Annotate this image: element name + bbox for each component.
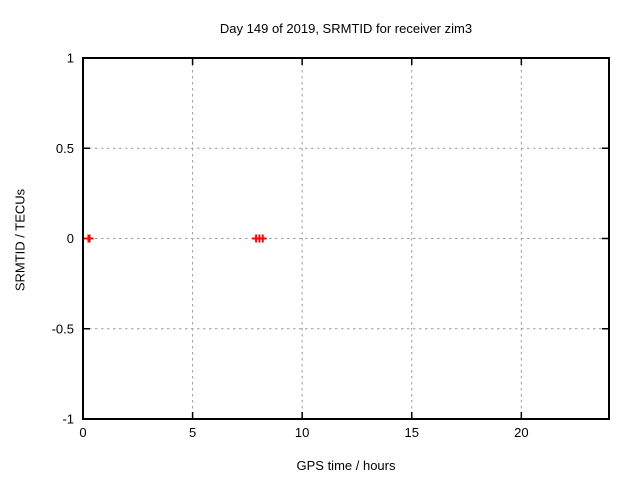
x-tick-label: 5 xyxy=(189,425,196,440)
x-tick-label: 15 xyxy=(405,425,419,440)
y-axis-label: SRMTID / TECUs xyxy=(12,188,28,292)
x-tick-label: 20 xyxy=(514,425,528,440)
x-tick-label: 10 xyxy=(295,425,309,440)
y-tick-label: -0.5 xyxy=(52,321,74,336)
x-axis-label: GPS time / hours xyxy=(296,458,396,473)
y-tick-label: 0 xyxy=(67,231,74,246)
x-tick-label: 0 xyxy=(79,425,86,440)
y-tick-label: 0.5 xyxy=(56,141,74,156)
chart-title: Day 149 of 2019, SRMTID for receiver zim… xyxy=(219,21,473,36)
y-tick-label: -1 xyxy=(62,412,74,427)
y-tick-label: 1 xyxy=(67,51,74,66)
